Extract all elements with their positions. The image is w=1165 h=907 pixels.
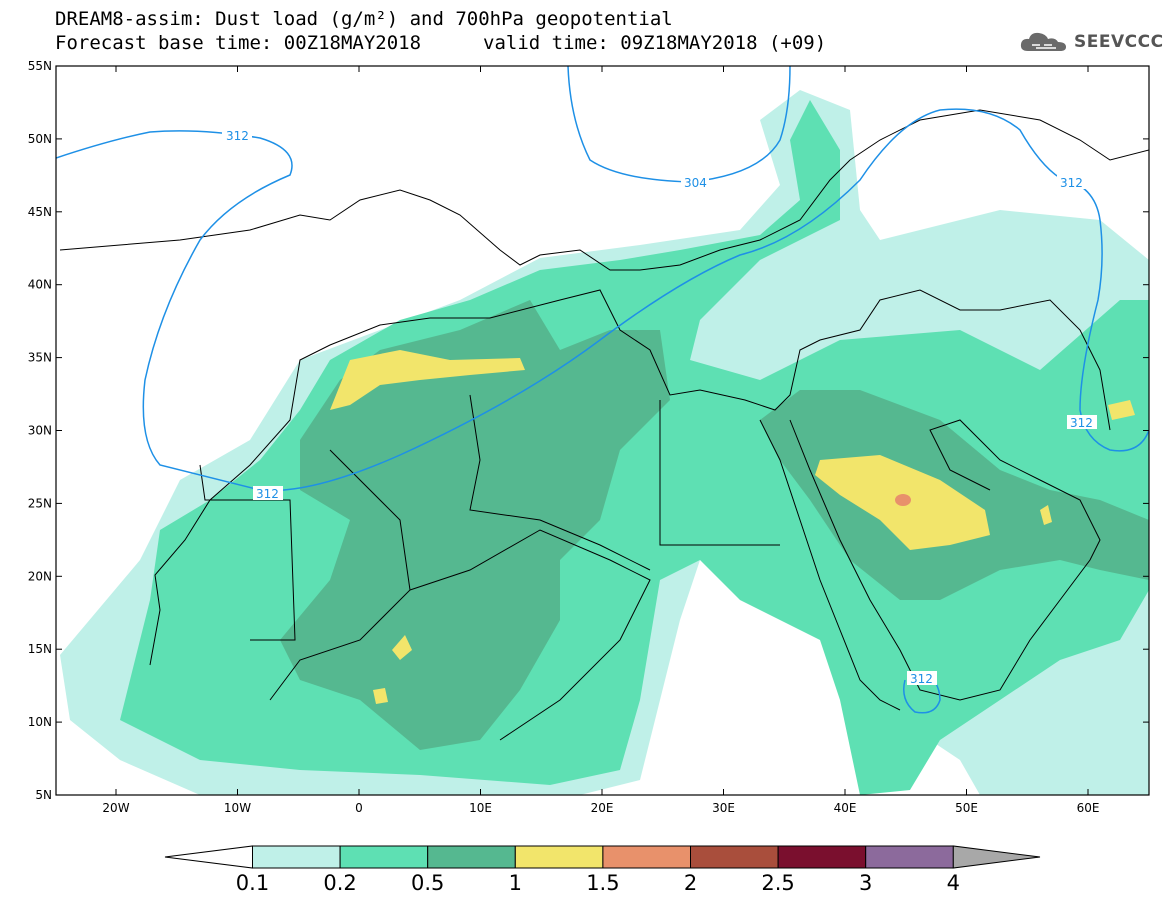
dust-band-1d: [373, 688, 388, 704]
dust-band-1c: [392, 635, 412, 660]
dust-band-1e: [1040, 505, 1052, 525]
dust-band-1.5: [895, 494, 911, 506]
cloud-icon: [1020, 32, 1066, 51]
colorbar-tick-label: 4: [946, 871, 960, 895]
colorbar-tick-label: 2.5: [761, 871, 795, 895]
dust-field: [60, 90, 1149, 795]
lat-label: 20N: [28, 569, 52, 583]
lon-label: 10E: [469, 801, 492, 815]
contour-label: 312: [1060, 176, 1083, 190]
lat-label: 35N: [28, 351, 52, 365]
lat-label: 15N: [28, 642, 52, 656]
lat-label: 10N: [28, 715, 52, 729]
contour-label: 312: [256, 487, 279, 501]
logo-text: SEEVCCC: [1074, 32, 1164, 52]
colorbar-tick-label: 1.5: [586, 871, 620, 895]
contour-label: 312: [226, 129, 249, 143]
valid-time: valid time: 09Z18MAY2018 (+09): [483, 32, 827, 54]
coastlines: [59, 109, 1149, 741]
contour-label: 312: [1070, 416, 1093, 430]
lat-label: 25N: [28, 496, 52, 510]
seevccc-logo: SEEVCCC: [1018, 28, 1164, 56]
colorbar-tick-label: 2: [683, 871, 698, 895]
colorbar: [164, 845, 1041, 869]
colorbar-high-arrow: [952, 845, 1041, 869]
lon-label: 20W: [102, 801, 129, 815]
dust-band-1f: [1108, 400, 1135, 420]
colorbar-tick-label: 3: [859, 871, 873, 895]
lon-label: 10W: [224, 801, 251, 815]
colorbar-swatch: [602, 845, 692, 869]
lat-label: 30N: [28, 424, 52, 438]
lon-label: 30E: [712, 801, 735, 815]
lon-label: 60E: [1077, 801, 1100, 815]
colorbar-swatch: [252, 845, 341, 869]
map-title: DREAM8-assim: Dust load (g/m²) and 700hP…: [55, 8, 673, 30]
dust-band-1b: [330, 350, 525, 410]
lon-label: 40E: [834, 801, 857, 815]
colorbar-tick-label: 0.1: [235, 871, 270, 895]
colorbar-swatch: [427, 845, 516, 869]
colorbar-swatch: [514, 845, 604, 869]
colorbar-tick-label: 1: [508, 871, 522, 895]
colorbar-swatch: [865, 845, 954, 869]
axis-ticks: [56, 65, 1149, 796]
latitude-labels: 55N 50N 45N 40N 35N 30N 25N 20N 15N 10N 5N: [28, 59, 52, 802]
contour-label: 304: [684, 176, 707, 190]
colorbar-low-arrow: [164, 845, 253, 869]
contour-label: 312: [910, 672, 933, 686]
forecast-base-time: Forecast base time: 00Z18MAY2018: [55, 32, 422, 54]
lat-label: 45N: [28, 205, 52, 219]
lon-label: 20E: [591, 801, 614, 815]
colorbar-swatch: [339, 845, 429, 869]
lon-label: 50E: [955, 801, 978, 815]
colorbar-tick-label: 0.5: [410, 871, 445, 895]
lat-label: 5N: [35, 788, 52, 802]
contour-label-group: 312 304 312 312 312 312: [222, 128, 1097, 686]
colorbar-tick-label: 0.2: [323, 871, 357, 895]
longitude-labels: 20W 10W 0 10E 20E 30E 40E 50E 60E: [102, 801, 1099, 815]
lon-label: 0: [355, 801, 363, 815]
lat-label: 50N: [28, 132, 52, 146]
colorbar-swatch: [690, 845, 779, 869]
colorbar-swatch: [777, 845, 867, 869]
lat-label: 55N: [28, 59, 52, 73]
dust-band-0.2: [120, 100, 1149, 795]
dust-band-0.5: [280, 300, 670, 750]
lat-label: 40N: [28, 278, 52, 292]
